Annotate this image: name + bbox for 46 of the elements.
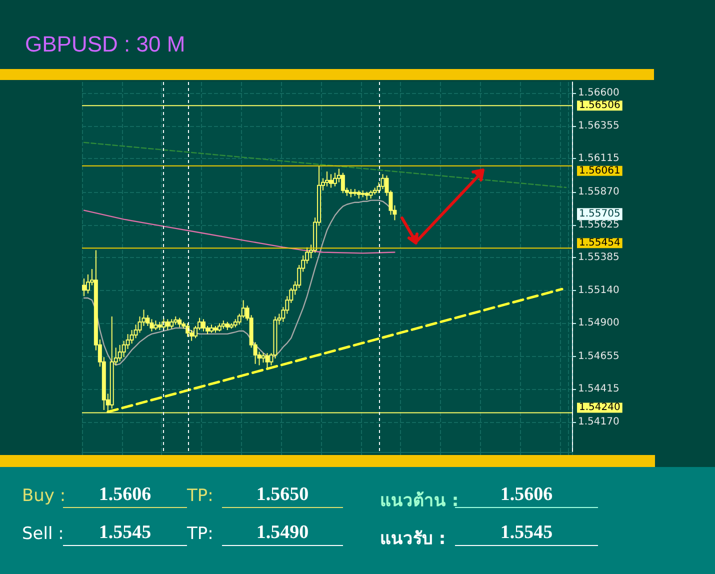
text: 1.5650 (222, 484, 343, 508)
ref-line-label: 1.54240 (579, 402, 620, 414)
candlestick (186, 322, 190, 338)
text: 1.5606 (98, 484, 152, 505)
candlestick (340, 172, 345, 194)
candlestick (150, 318, 154, 332)
y-tick-label: 1.56115 (578, 153, 620, 164)
text: 1.5545 (455, 522, 598, 546)
chart-title: GBPUSD : 30 M (25, 32, 186, 56)
y-tick-label: 1.56355 (578, 120, 620, 132)
text: แนวรับ : (380, 528, 446, 551)
y-tick-label: 1.55870 (578, 186, 620, 198)
candlestick (261, 352, 266, 364)
y-tick-label: 1.56600 (578, 87, 620, 98)
ref-line-label: 1.55454 (579, 238, 620, 249)
text: 1.5545 (63, 522, 187, 546)
ref-line-label: 1.56061 (579, 165, 620, 176)
text: Buy : (22, 486, 66, 506)
ref-line-label: 1.56506 (579, 100, 620, 112)
text: 1.5606 (500, 484, 553, 505)
candlestick (82, 278, 86, 297)
y-tick-label: 1.55625 (578, 219, 620, 230)
text: 1.55705 (579, 208, 620, 220)
y-tick-label: 1.54900 (578, 318, 620, 329)
y-tick-label: 1.55385 (578, 252, 620, 264)
candlestick (325, 170, 329, 187)
candlestick (118, 344, 122, 362)
candlestick (265, 352, 270, 368)
y-tick-label: 1.54655 (578, 350, 620, 362)
y-tick-label: 1.54170 (578, 416, 620, 428)
candlestick (328, 174, 333, 188)
text: TP: (187, 486, 214, 506)
candlestick (166, 318, 170, 331)
y-tick-label: 1.54415 (578, 383, 620, 394)
candlestick (202, 318, 206, 332)
y-tick-label: 1.55140 (578, 285, 620, 296)
candlestick (170, 318, 174, 330)
candlestick (332, 172, 337, 187)
candlestick (154, 320, 158, 331)
candlestick (380, 174, 385, 190)
text: TP: (187, 524, 214, 544)
text: 1.5490 (222, 522, 343, 546)
text: Sell : (22, 524, 64, 544)
candlestick (178, 317, 182, 328)
line-series (83, 210, 396, 254)
text: แนวต้าน : (380, 490, 459, 513)
